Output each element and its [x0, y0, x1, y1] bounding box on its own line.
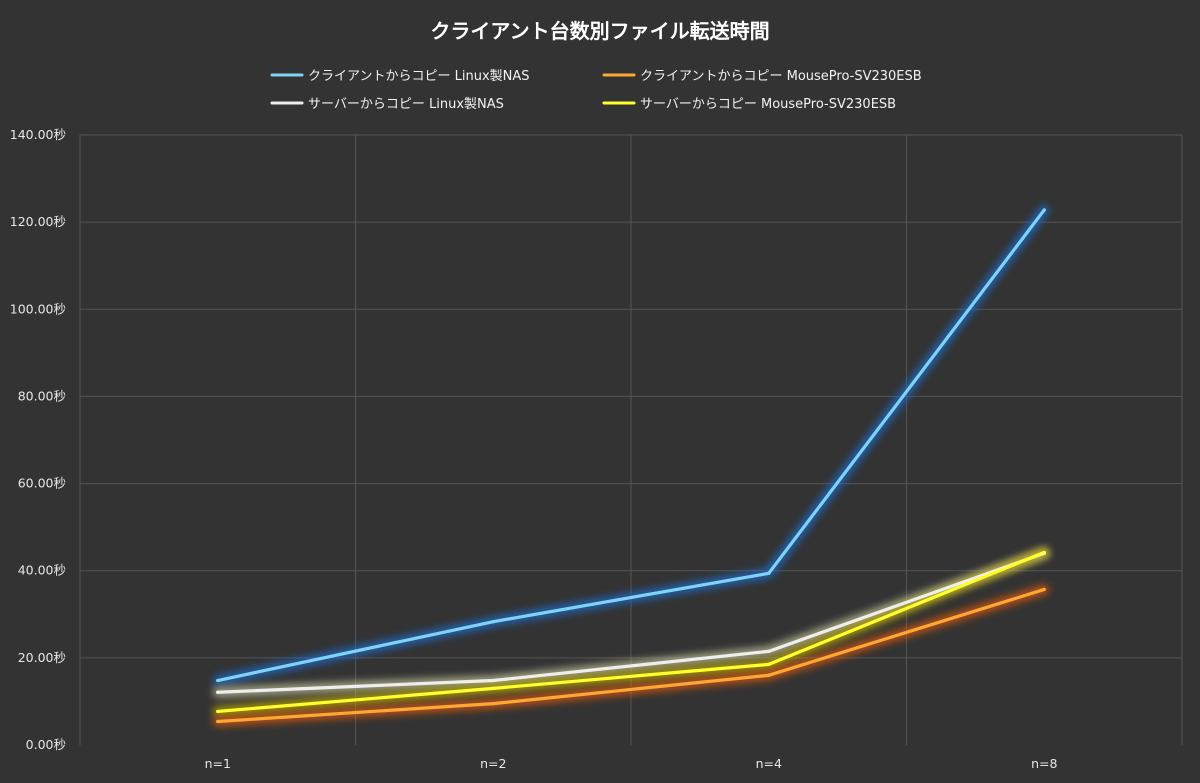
data-point [491, 702, 495, 706]
data-point [216, 709, 220, 714]
y-tick-label: 120.00秒 [10, 214, 66, 229]
data-point [216, 690, 220, 694]
y-tick-label: 100.00秒 [10, 301, 66, 316]
data-point [491, 620, 495, 624]
data-point [767, 649, 771, 653]
y-tick-label: 40.00秒 [18, 563, 66, 578]
y-tick-label: 60.00秒 [18, 476, 66, 491]
data-point [1042, 587, 1046, 592]
data-point [1042, 550, 1046, 555]
data-point [1042, 208, 1046, 212]
x-tick-label: n=1 [205, 756, 231, 771]
y-axis-ticks: 0.00秒 20.00秒 40.00秒 60.00秒 80.00秒 100.00秒 120.… [10, 127, 66, 752]
gridlines [79, 134, 1183, 745]
data-point [491, 686, 495, 690]
data-point [767, 673, 771, 677]
chart-title: クライアント台数別ファイル転送時間 [430, 19, 769, 43]
legend-label: サーバーからコピー MousePro-SV230ESB [640, 97, 896, 112]
series-line [216, 208, 1046, 683]
data-point [767, 571, 771, 575]
series-line [216, 587, 1046, 724]
legend-label: クライアントからコピー Linux製NAS [308, 69, 530, 84]
x-tick-label: n=4 [756, 756, 782, 771]
series-lines [212, 204, 1050, 727]
legend-label: クライアントからコピー MousePro-SV230ESB [640, 69, 922, 84]
data-point [216, 719, 220, 724]
data-point [216, 678, 220, 683]
y-tick-label: 140.00秒 [10, 127, 66, 142]
x-tick-label: n=8 [1031, 756, 1057, 771]
series-line [216, 550, 1046, 714]
data-point [491, 678, 495, 683]
x-tick-label: n=2 [480, 756, 506, 771]
series-line [216, 551, 1046, 694]
data-point [767, 662, 771, 666]
legend: クライアントからコピー Linux製NAS クライアントからコピー MousePr… [270, 69, 922, 112]
x-axis-ticks: n=1 n=2 n=4 n=8 [205, 756, 1058, 771]
y-tick-label: 80.00秒 [18, 388, 66, 403]
legend-label: サーバーからコピー Linux製NAS [308, 97, 504, 112]
y-tick-label: 0.00秒 [26, 737, 66, 752]
y-tick-label: 20.00秒 [18, 650, 66, 665]
